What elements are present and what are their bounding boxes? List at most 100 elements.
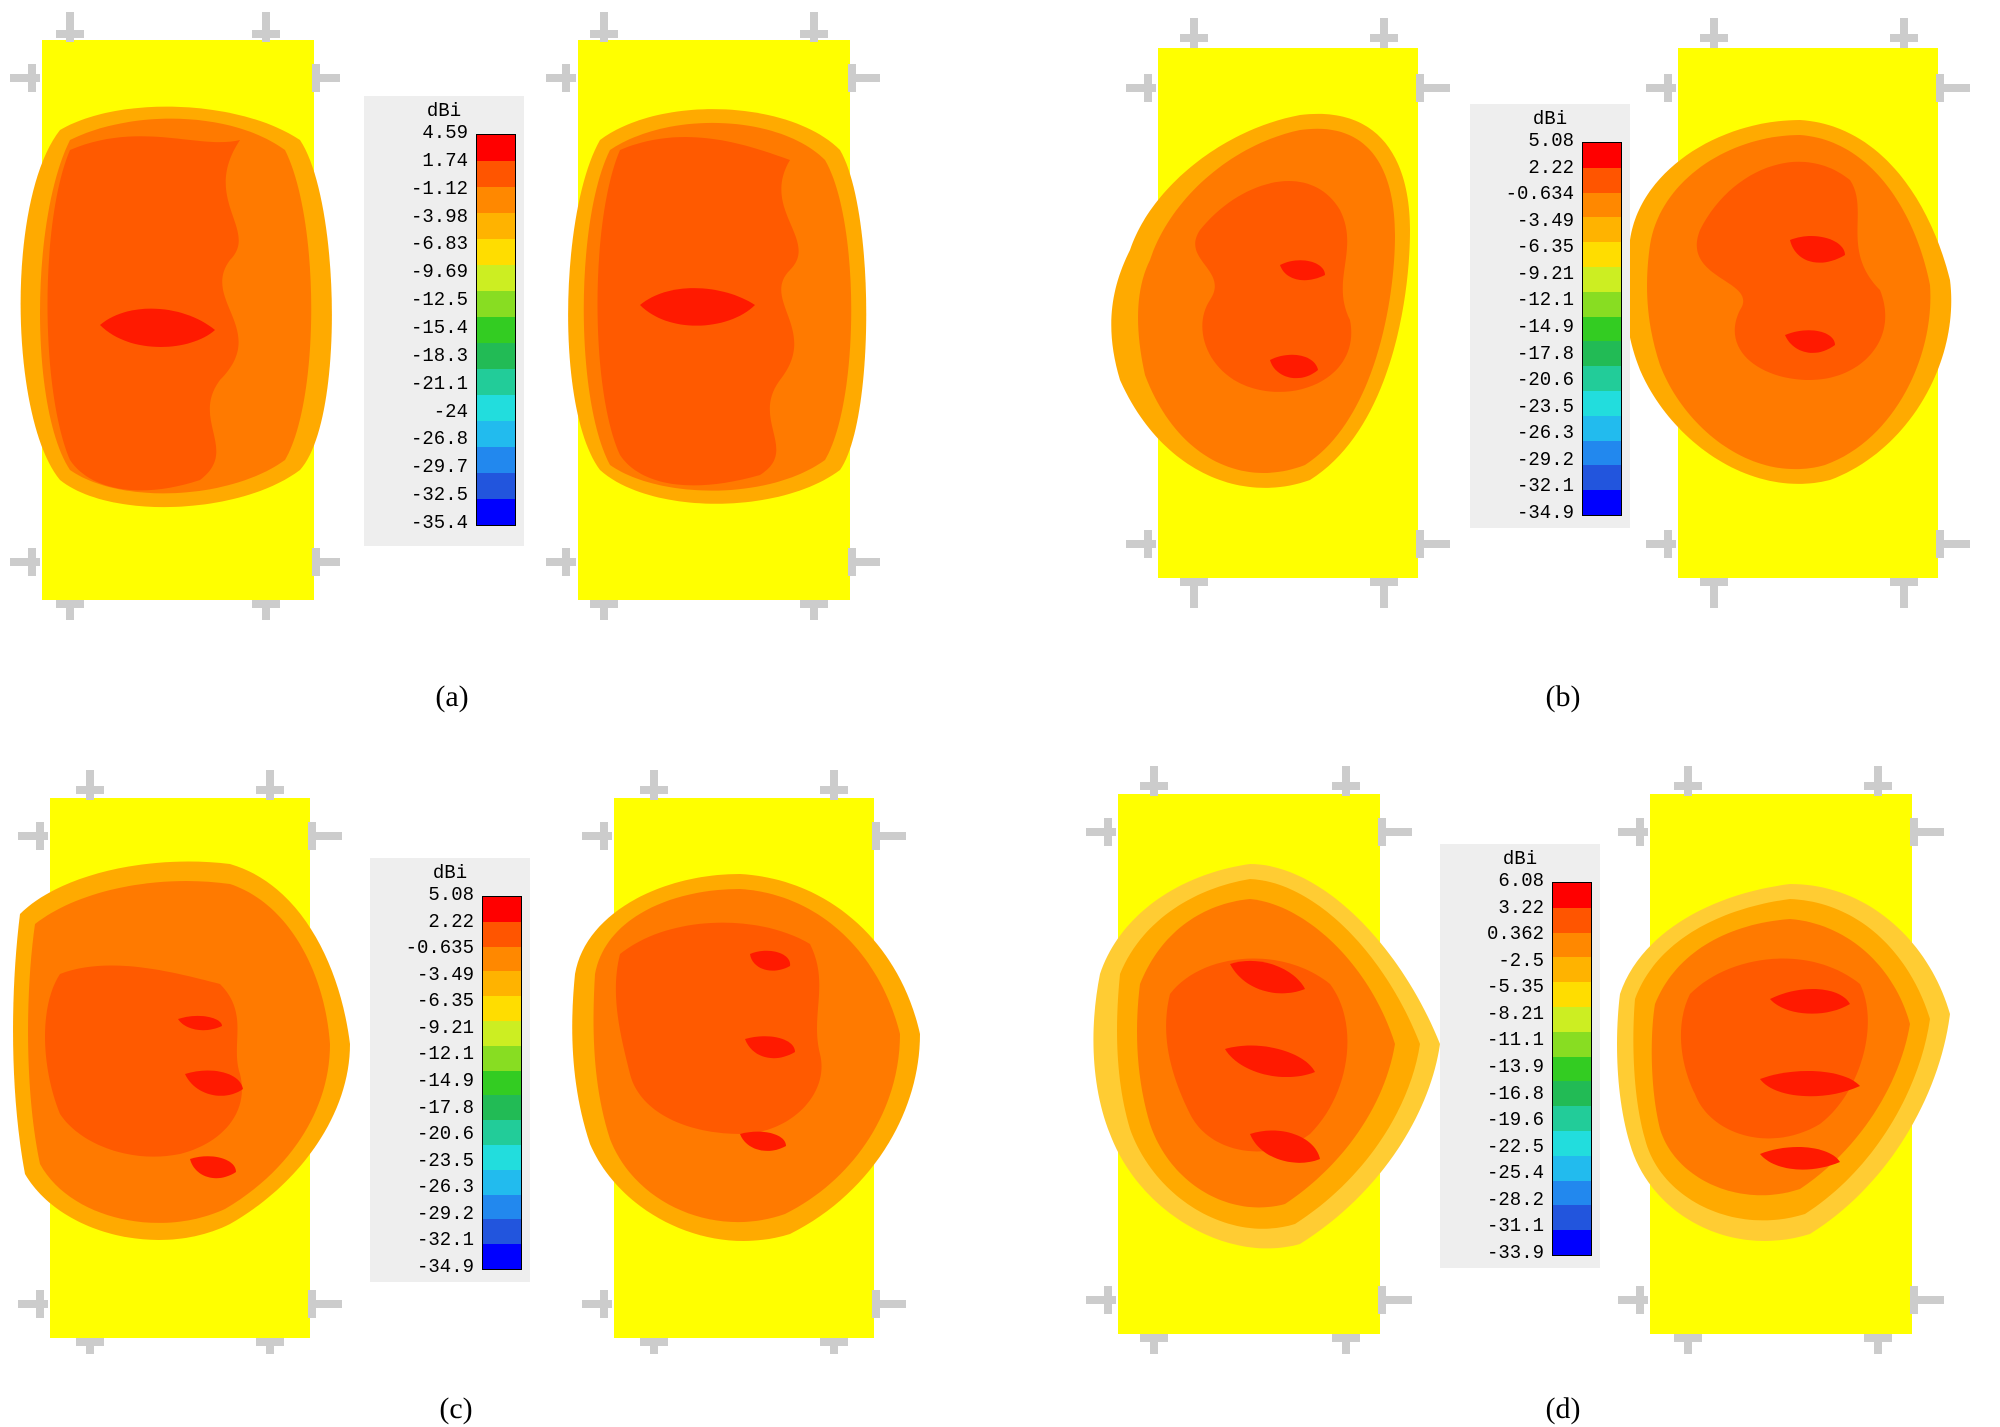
colorbar-tick-label: -34.9	[416, 1256, 474, 1278]
colorbar-segment	[483, 1219, 521, 1245]
colorbar-tick-label: -15.4	[410, 317, 468, 339]
colorbar-tick-label: -32.1	[416, 1229, 474, 1252]
colorbar-tick-label: 3.22	[1498, 896, 1544, 919]
colorbar	[1582, 142, 1622, 516]
colorbar-tick-label: -3.49	[416, 963, 474, 986]
colorbar-segment	[1553, 1230, 1591, 1255]
colorbar-tick-label: -20.6	[416, 1123, 474, 1146]
colorbar-segment	[1583, 242, 1621, 267]
radiation-pattern-front-b	[1111, 18, 1450, 608]
colorbar-segment	[477, 213, 515, 239]
colorbar-tick-label: -22.5	[1486, 1135, 1544, 1158]
colorbar-segment	[483, 1020, 521, 1046]
colorbar-segment	[1583, 440, 1621, 466]
colorbar-tick-label: -23.5	[1516, 395, 1574, 418]
colorbar-tick-label: -3.49	[1516, 209, 1574, 232]
colorbar-tick-label: -17.8	[1516, 342, 1574, 365]
colorbar-segment	[1553, 1180, 1591, 1206]
colorbar-segment	[483, 1144, 521, 1170]
colorbar-segment	[1583, 143, 1621, 168]
colorbar-segment	[477, 161, 515, 187]
colorbar-segment	[1553, 1130, 1591, 1156]
colorbar-tick-label: -25.4	[1486, 1162, 1544, 1185]
colorbar-tick-label: -21.1	[410, 372, 468, 395]
colorbar-segment	[477, 265, 515, 291]
colorbar-segment	[477, 473, 515, 499]
panel-d: dBi 6.08 3.22 0.362 -2.5 -5.35 -8.21 -11.1 -13.…	[1000, 714, 2000, 1427]
colorbar-segment	[1583, 167, 1621, 193]
colorbar-segment	[477, 395, 515, 421]
radiation-pattern-front-c	[13, 770, 351, 1354]
colorbar-tick-label: 0.362	[1486, 923, 1544, 946]
colorbar-segment	[483, 1244, 521, 1269]
colorbar-segment	[1553, 1081, 1591, 1107]
colorbar-segment	[1583, 390, 1621, 416]
colorbar-tick-label: -23.5	[416, 1149, 474, 1172]
colorbar-segment	[483, 996, 521, 1021]
colorbar-tick-label: -32.5	[410, 484, 468, 507]
colorbar-legend-a: dBi 4.59 1.74 -1.12 -3.98 -6.83 -9.69 -12.5 -15…	[364, 96, 524, 546]
colorbar-tick-label: 2.22	[1528, 156, 1574, 179]
colorbar-segment	[477, 187, 515, 213]
colorbar-tick-label: -16.8	[1486, 1082, 1544, 1105]
colorbar-segment	[483, 921, 521, 947]
colorbar-tick-label: -31.1	[1486, 1215, 1544, 1238]
colorbar-tick-label: -26.8	[410, 428, 468, 451]
colorbar	[476, 134, 516, 526]
caption-b: (b)	[1545, 680, 1581, 713]
colorbar-tick-label: -6.35	[1516, 236, 1574, 259]
caption-a: (a)	[435, 680, 469, 713]
radiation-pattern-back-d	[1617, 766, 1950, 1354]
colorbar-legend-d: dBi 6.08 3.22 0.362 -2.5 -5.35 -8.21 -11.1 -13.…	[1440, 844, 1600, 1268]
colorbar-tick-label: -19.6	[1486, 1109, 1544, 1132]
colorbar-tick-label: -8.21	[1486, 1002, 1544, 1025]
colorbar-segment	[1553, 883, 1591, 908]
colorbar-segment	[477, 369, 515, 395]
radiation-pattern-back-c	[572, 770, 920, 1354]
colorbar-tick-label: 5.08	[428, 884, 474, 906]
panel-c: dBi 5.08 2.22 -0.635 -3.49 -6.35 -9.21 -12.1 -1…	[0, 714, 1000, 1427]
radiation-pattern-back-b	[1625, 18, 1970, 608]
colorbar-segment	[1583, 291, 1621, 317]
colorbar	[482, 896, 522, 1270]
colorbar-segment	[483, 1070, 521, 1096]
colorbar-unit: dBi	[1532, 108, 1568, 130]
colorbar-tick-label: -1.12	[410, 177, 468, 200]
colorbar-segment	[483, 1194, 521, 1220]
colorbar-segment	[477, 135, 515, 161]
colorbar-tick-label: -32.1	[1516, 475, 1574, 498]
colorbar-tick-label: -12.5	[410, 289, 468, 312]
colorbar-unit: dBi	[426, 100, 462, 122]
colorbar-segment	[477, 317, 515, 343]
colorbar-unit: dBi	[432, 862, 468, 884]
colorbar-tick-label: -2.5	[1498, 949, 1544, 972]
colorbar-tick-label: -33.9	[1486, 1242, 1544, 1264]
colorbar-tick-label: 1.74	[422, 149, 468, 172]
colorbar-tick-label: 2.22	[428, 910, 474, 933]
colorbar-tick-label: -34.9	[1516, 502, 1574, 524]
colorbar-tick-label: -17.8	[416, 1096, 474, 1119]
radiation-pattern-front-d	[1086, 766, 1440, 1354]
colorbar-tick-label: -5.35	[1486, 976, 1544, 999]
colorbar-segment	[477, 499, 515, 525]
colorbar-segment	[1553, 907, 1591, 933]
colorbar-tick-label: -12.1	[416, 1043, 474, 1066]
colorbar-segment	[477, 239, 515, 265]
colorbar-segment	[1553, 1006, 1591, 1032]
colorbar-segment	[1553, 1031, 1591, 1057]
colorbar-tick-label: -9.21	[416, 1016, 474, 1039]
colorbar-segment	[1583, 490, 1621, 515]
colorbar-tick-label: -24	[433, 400, 468, 423]
radiation-pattern-back-a	[546, 12, 880, 620]
colorbar-tick-label: -29.7	[410, 456, 468, 479]
colorbar-segment	[483, 971, 521, 997]
colorbar-tick-label: -9.69	[410, 261, 468, 284]
colorbar-segment	[1583, 217, 1621, 243]
colorbar-tick-label: -13.9	[1486, 1056, 1544, 1078]
colorbar-segment	[483, 897, 521, 922]
colorbar-tick-label: -6.83	[410, 233, 468, 256]
colorbar-segment	[1553, 1155, 1591, 1181]
colorbar-segment	[1583, 341, 1621, 367]
colorbar-segment	[1553, 1205, 1591, 1231]
colorbar-segment	[483, 1169, 521, 1195]
